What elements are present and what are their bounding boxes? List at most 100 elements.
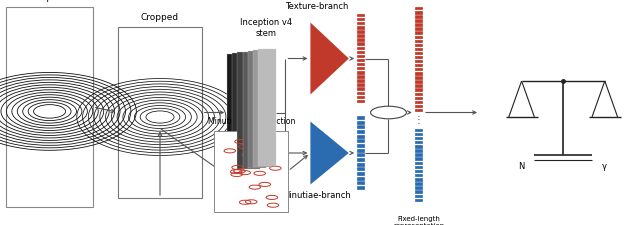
FancyBboxPatch shape bbox=[415, 162, 423, 165]
Text: Cropped: Cropped bbox=[141, 14, 179, 22]
FancyBboxPatch shape bbox=[415, 11, 423, 15]
FancyBboxPatch shape bbox=[415, 92, 423, 96]
FancyBboxPatch shape bbox=[415, 19, 423, 23]
Text: ⋮: ⋮ bbox=[414, 115, 424, 125]
FancyBboxPatch shape bbox=[415, 174, 423, 177]
FancyBboxPatch shape bbox=[415, 158, 423, 161]
FancyBboxPatch shape bbox=[357, 67, 365, 70]
Polygon shape bbox=[310, 122, 349, 184]
FancyBboxPatch shape bbox=[357, 88, 365, 91]
FancyBboxPatch shape bbox=[357, 153, 365, 157]
FancyBboxPatch shape bbox=[357, 92, 365, 95]
FancyBboxPatch shape bbox=[357, 140, 365, 143]
FancyBboxPatch shape bbox=[415, 7, 423, 11]
FancyBboxPatch shape bbox=[415, 149, 423, 153]
FancyBboxPatch shape bbox=[357, 14, 365, 17]
FancyBboxPatch shape bbox=[357, 130, 365, 134]
FancyBboxPatch shape bbox=[415, 76, 423, 80]
FancyBboxPatch shape bbox=[415, 170, 423, 173]
FancyBboxPatch shape bbox=[357, 43, 365, 46]
FancyBboxPatch shape bbox=[415, 40, 423, 43]
FancyBboxPatch shape bbox=[415, 68, 423, 72]
FancyBboxPatch shape bbox=[357, 34, 365, 38]
FancyBboxPatch shape bbox=[357, 126, 365, 129]
FancyBboxPatch shape bbox=[357, 144, 365, 148]
FancyBboxPatch shape bbox=[415, 44, 423, 47]
FancyBboxPatch shape bbox=[415, 60, 423, 63]
FancyBboxPatch shape bbox=[357, 79, 365, 83]
FancyBboxPatch shape bbox=[415, 101, 423, 104]
FancyBboxPatch shape bbox=[415, 23, 423, 27]
FancyBboxPatch shape bbox=[415, 15, 423, 19]
Text: Texture-branch: Texture-branch bbox=[285, 2, 349, 11]
FancyBboxPatch shape bbox=[214, 130, 288, 212]
FancyBboxPatch shape bbox=[357, 186, 365, 190]
Circle shape bbox=[371, 106, 406, 119]
Text: Inception v4
stem: Inception v4 stem bbox=[239, 18, 292, 38]
FancyBboxPatch shape bbox=[357, 100, 365, 103]
FancyBboxPatch shape bbox=[415, 56, 423, 59]
FancyBboxPatch shape bbox=[258, 49, 276, 166]
Text: Minutiae Map Injection: Minutiae Map Injection bbox=[207, 117, 295, 126]
FancyBboxPatch shape bbox=[415, 128, 423, 132]
FancyBboxPatch shape bbox=[415, 52, 423, 55]
FancyBboxPatch shape bbox=[253, 50, 271, 167]
FancyBboxPatch shape bbox=[415, 190, 423, 194]
FancyBboxPatch shape bbox=[232, 53, 250, 170]
FancyBboxPatch shape bbox=[357, 167, 365, 171]
FancyBboxPatch shape bbox=[415, 97, 423, 100]
FancyBboxPatch shape bbox=[357, 71, 365, 74]
FancyBboxPatch shape bbox=[415, 88, 423, 92]
FancyBboxPatch shape bbox=[357, 55, 365, 58]
Text: $E_t(x)$: $E_t(x)$ bbox=[319, 52, 340, 65]
FancyBboxPatch shape bbox=[415, 195, 423, 198]
FancyBboxPatch shape bbox=[248, 51, 266, 168]
FancyBboxPatch shape bbox=[415, 32, 423, 35]
FancyBboxPatch shape bbox=[415, 153, 423, 157]
FancyBboxPatch shape bbox=[415, 64, 423, 68]
Text: Minutiae-branch: Minutiae-branch bbox=[282, 191, 351, 200]
FancyBboxPatch shape bbox=[357, 59, 365, 62]
FancyBboxPatch shape bbox=[357, 135, 365, 139]
FancyBboxPatch shape bbox=[415, 145, 423, 148]
FancyBboxPatch shape bbox=[415, 27, 423, 31]
FancyBboxPatch shape bbox=[357, 22, 365, 25]
FancyBboxPatch shape bbox=[357, 149, 365, 153]
FancyBboxPatch shape bbox=[415, 80, 423, 84]
FancyBboxPatch shape bbox=[357, 30, 365, 34]
Text: γ: γ bbox=[602, 162, 607, 171]
FancyBboxPatch shape bbox=[415, 84, 423, 88]
FancyBboxPatch shape bbox=[357, 83, 365, 87]
FancyBboxPatch shape bbox=[357, 181, 365, 185]
FancyBboxPatch shape bbox=[357, 158, 365, 162]
FancyBboxPatch shape bbox=[357, 116, 365, 120]
FancyBboxPatch shape bbox=[415, 72, 423, 76]
FancyBboxPatch shape bbox=[415, 182, 423, 186]
Text: $E_M(x)$: $E_M(x)$ bbox=[317, 147, 342, 159]
FancyBboxPatch shape bbox=[415, 186, 423, 190]
FancyBboxPatch shape bbox=[118, 27, 202, 198]
FancyBboxPatch shape bbox=[357, 38, 365, 42]
Text: Input: Input bbox=[38, 0, 61, 2]
FancyBboxPatch shape bbox=[243, 52, 260, 169]
FancyBboxPatch shape bbox=[357, 75, 365, 79]
FancyBboxPatch shape bbox=[415, 105, 423, 108]
FancyBboxPatch shape bbox=[6, 7, 93, 207]
Text: $\oplus$: $\oplus$ bbox=[382, 105, 395, 119]
FancyBboxPatch shape bbox=[415, 141, 423, 144]
FancyBboxPatch shape bbox=[357, 172, 365, 176]
FancyBboxPatch shape bbox=[357, 96, 365, 99]
FancyBboxPatch shape bbox=[415, 166, 423, 169]
Text: Fixed-length
representation: Fixed-length representation bbox=[393, 216, 445, 225]
FancyBboxPatch shape bbox=[415, 36, 423, 39]
FancyBboxPatch shape bbox=[357, 177, 365, 180]
FancyBboxPatch shape bbox=[357, 26, 365, 29]
FancyBboxPatch shape bbox=[415, 199, 423, 202]
FancyBboxPatch shape bbox=[357, 163, 365, 166]
FancyBboxPatch shape bbox=[415, 178, 423, 182]
FancyBboxPatch shape bbox=[357, 51, 365, 54]
FancyBboxPatch shape bbox=[415, 109, 423, 112]
FancyBboxPatch shape bbox=[415, 137, 423, 140]
FancyBboxPatch shape bbox=[357, 121, 365, 125]
Polygon shape bbox=[310, 22, 349, 94]
